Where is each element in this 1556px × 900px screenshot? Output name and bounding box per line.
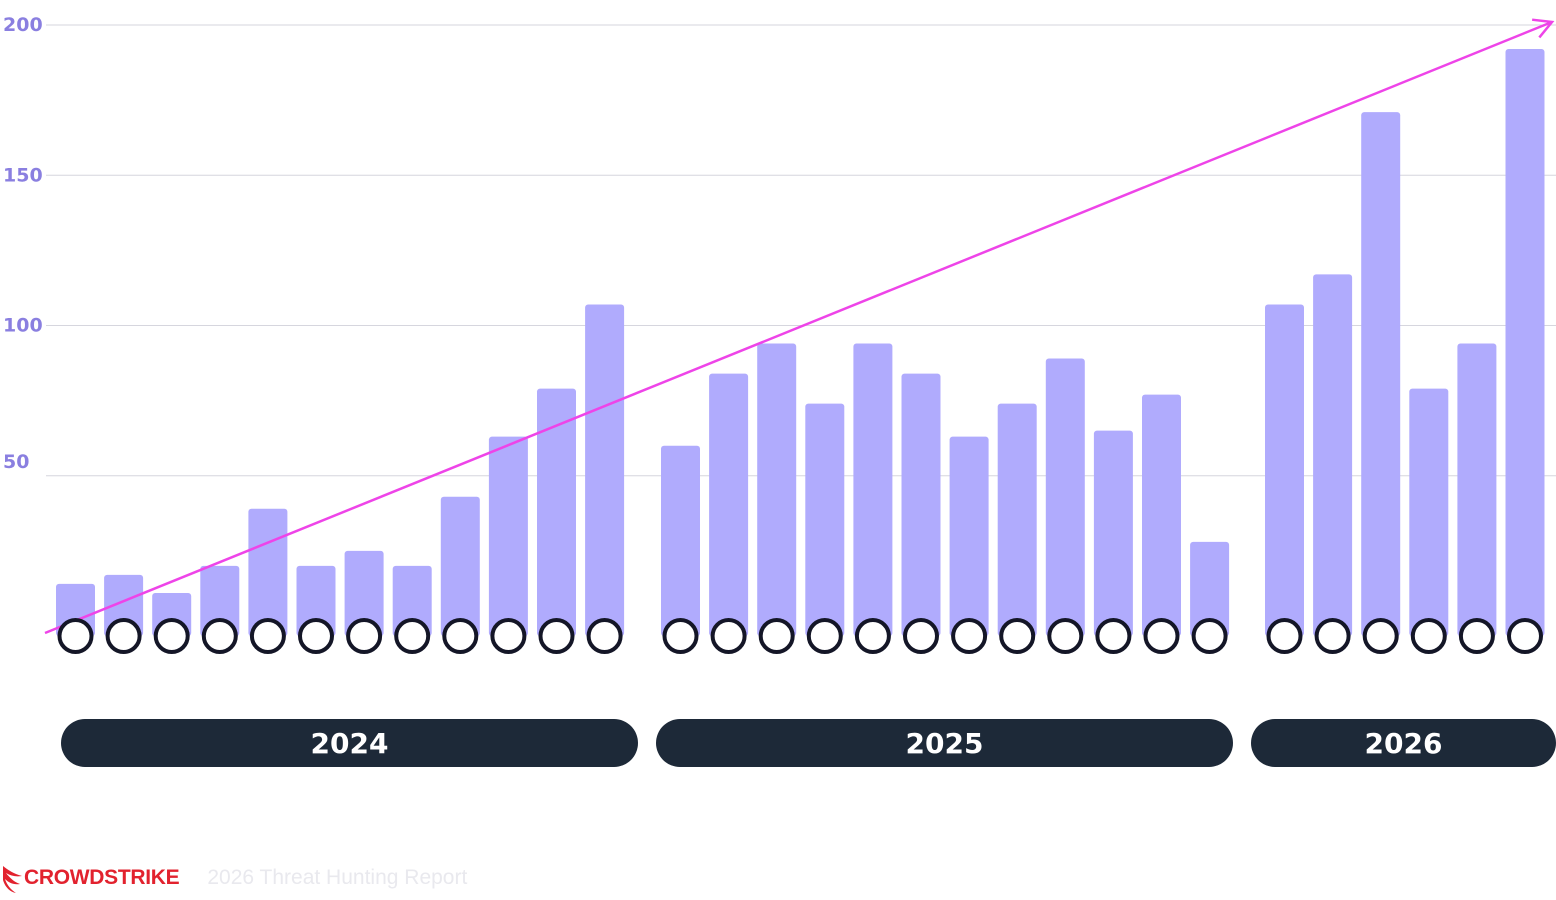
month-marker (105, 618, 142, 654)
month-marker (1143, 618, 1180, 654)
trend-line (44, 18, 1555, 635)
month-marker (442, 618, 479, 654)
month-marker (1266, 618, 1303, 654)
trend-arrow-line (44, 20, 1553, 635)
month-marker (1191, 618, 1228, 654)
year-pill-2024 (61, 719, 638, 767)
trend-arrow-head (1531, 18, 1555, 39)
bar-2025-5 (853, 343, 893, 636)
bar-2025-6 (901, 373, 941, 636)
bar-2024-2 (104, 574, 144, 636)
month-marker (394, 618, 431, 654)
bar-2024-10 (488, 436, 528, 636)
bar-2026-3 (1361, 112, 1401, 636)
crowdstrike-logo: CROWDSTRIKE (2, 860, 180, 896)
report-title: 2026 Threat Hunting Report (207, 866, 468, 889)
bar-2024-6 (296, 565, 336, 636)
month-marker (1507, 618, 1543, 654)
y-axis-tick-labels: 50 100 150 200 (3, 14, 43, 473)
bar-2026-5 (1457, 343, 1497, 636)
bar-2024-4 (200, 565, 240, 636)
month-marker (1314, 618, 1351, 654)
month-marker (806, 618, 843, 654)
month-marker (710, 618, 747, 654)
year-label: 2024 (311, 727, 389, 760)
bar-2024-11 (537, 388, 576, 636)
month-marker (346, 618, 383, 654)
brand-name: CROWDSTRIKE (24, 866, 180, 889)
month-marker (1362, 618, 1399, 654)
month-marker (951, 618, 988, 654)
bar-2025-10 (1093, 430, 1133, 636)
month-marker (201, 618, 238, 654)
bar-2026-6 (1505, 49, 1545, 637)
month-marker (298, 618, 334, 654)
bar-2025-7 (949, 436, 989, 636)
year-label: 2026 (1365, 727, 1443, 760)
month-markers (57, 618, 1543, 654)
y-tick-label: 100 (3, 315, 43, 337)
bars (56, 49, 1545, 637)
month-marker (249, 618, 286, 654)
month-marker (538, 618, 575, 654)
bar-2025-9 (1045, 358, 1085, 636)
year-pill-2026 (1251, 719, 1556, 767)
month-marker (1458, 618, 1495, 654)
y-tick-label: 50 (3, 451, 29, 473)
bar-2024-8 (392, 565, 432, 636)
bar-2025-8 (997, 403, 1037, 636)
year-label: 2025 (906, 727, 984, 760)
month-marker (1095, 618, 1132, 654)
month-marker (1047, 618, 1084, 654)
y-tick-label: 200 (3, 14, 43, 36)
bar-2024-12 (585, 304, 625, 636)
footer: CROWDSTRIKE 2026 Threat Hunting Report (0, 858, 467, 898)
bar-2025-4 (805, 403, 845, 636)
month-marker (758, 618, 795, 654)
month-marker (999, 618, 1036, 654)
bar-2025-2 (709, 373, 749, 636)
bar-2024-9 (440, 496, 480, 636)
crowdstrike-falcon-icon (3, 866, 22, 893)
month-marker (854, 618, 891, 654)
bar-2025-3 (757, 343, 797, 636)
year-pill-2025 (656, 719, 1233, 767)
month-marker (153, 618, 190, 654)
bar-2026-1 (1265, 304, 1304, 636)
bar-2024-7 (344, 550, 384, 636)
month-marker (903, 618, 939, 654)
month-marker (586, 618, 623, 654)
grid-lines (46, 24, 1556, 477)
bar-2024-5 (248, 508, 288, 636)
bar-2026-2 (1313, 274, 1353, 636)
month-marker (662, 618, 699, 654)
month-marker (490, 618, 527, 654)
year-labels: 2024 2025 2026 (61, 719, 1556, 767)
bar-2025-1 (661, 445, 700, 636)
bar-2026-4 (1409, 388, 1449, 636)
y-tick-label: 150 (3, 164, 43, 186)
bar-2025-11 (1142, 394, 1181, 636)
bar-2025-12 (1190, 541, 1230, 636)
month-marker (1410, 618, 1447, 654)
month-marker (57, 618, 94, 654)
